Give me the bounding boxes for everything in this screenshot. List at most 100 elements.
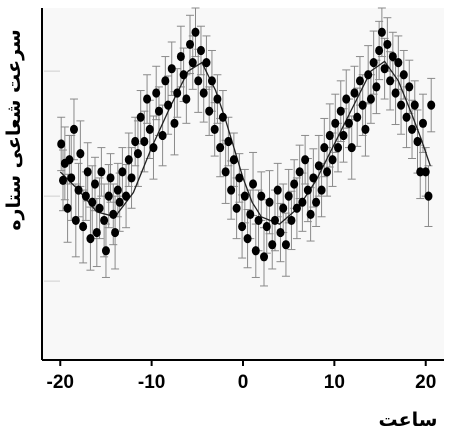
data-point — [124, 155, 133, 165]
data-point — [292, 203, 301, 213]
data-point — [260, 252, 269, 262]
data-point — [131, 136, 140, 147]
data-point — [88, 197, 97, 207]
data-point — [122, 191, 131, 201]
data-point — [227, 185, 236, 195]
data-point — [188, 58, 197, 68]
data-point — [191, 27, 200, 37]
data-point — [306, 209, 315, 219]
data-point — [298, 197, 307, 207]
data-point — [388, 51, 397, 62]
data-point — [92, 227, 101, 238]
data-point — [372, 82, 381, 92]
data-point — [182, 94, 191, 104]
data-point — [295, 167, 304, 177]
data-point — [173, 88, 182, 98]
data-point — [344, 118, 353, 128]
x-tick-label: 10 — [324, 372, 345, 393]
data-point — [312, 197, 321, 207]
data-point — [331, 118, 340, 128]
data-point — [410, 100, 419, 110]
data-point — [416, 167, 425, 177]
x-tick-label: -10 — [138, 372, 165, 393]
data-point — [100, 215, 109, 226]
data-point — [90, 179, 99, 189]
data-point — [67, 173, 76, 183]
data-point — [186, 39, 195, 50]
data-point — [69, 124, 78, 134]
data-point — [229, 155, 238, 165]
data-point — [210, 124, 219, 134]
data-point — [334, 142, 343, 153]
data-point — [179, 70, 188, 80]
data-point — [170, 118, 179, 128]
data-point — [81, 191, 90, 201]
data-point — [194, 76, 203, 86]
data-point — [273, 185, 282, 195]
data-point — [152, 88, 161, 98]
data-point — [309, 173, 318, 183]
data-point — [115, 197, 124, 207]
data-point — [216, 142, 225, 153]
data-point — [86, 234, 95, 244]
data-point — [350, 88, 359, 98]
data-point — [207, 76, 216, 86]
data-point — [397, 100, 406, 110]
data-point — [386, 76, 395, 86]
data-point — [270, 215, 279, 226]
data-point — [109, 209, 118, 219]
data-point — [74, 185, 83, 195]
data-point — [127, 173, 136, 183]
data-point — [323, 167, 332, 177]
data-point — [394, 58, 403, 68]
data-point — [399, 70, 408, 80]
data-point — [167, 64, 176, 74]
data-point — [268, 240, 277, 250]
data-point — [243, 234, 252, 244]
data-point — [71, 215, 80, 226]
data-point — [63, 203, 72, 213]
data-point — [427, 100, 436, 110]
data-point — [143, 94, 152, 104]
data-point — [76, 149, 85, 159]
data-point — [287, 215, 296, 226]
data-point — [301, 155, 310, 165]
data-point — [161, 76, 170, 86]
data-point — [118, 167, 127, 177]
data-point — [375, 45, 384, 56]
data-point — [59, 175, 68, 185]
data-point — [95, 203, 104, 213]
data-point — [317, 185, 326, 195]
data-point — [164, 100, 173, 110]
data-point — [221, 167, 230, 177]
x-axis-title: ساعت — [379, 409, 438, 431]
data-point — [202, 58, 211, 68]
data-point — [421, 167, 430, 177]
x-tick-label: -20 — [47, 372, 74, 393]
data-point — [176, 51, 185, 62]
data-point — [328, 155, 337, 165]
data-point — [402, 112, 411, 122]
data-point — [424, 191, 433, 201]
data-point — [149, 142, 158, 153]
data-point — [279, 203, 288, 213]
data-point — [366, 94, 375, 104]
data-point — [104, 191, 113, 201]
data-point — [339, 130, 348, 141]
data-point — [83, 167, 92, 177]
data-point — [358, 100, 367, 110]
data-point — [199, 88, 208, 98]
data-point — [136, 112, 145, 122]
data-point — [218, 112, 227, 122]
x-tick-label: 0 — [238, 372, 249, 393]
data-point — [251, 246, 260, 256]
data-point — [413, 136, 422, 147]
data-point — [361, 124, 370, 134]
data-point — [391, 88, 400, 98]
data-point — [145, 124, 154, 134]
data-point — [238, 221, 247, 232]
data-point — [342, 94, 351, 104]
x-ticks — [59, 360, 427, 366]
data-point — [205, 106, 214, 116]
data-point — [377, 27, 386, 37]
